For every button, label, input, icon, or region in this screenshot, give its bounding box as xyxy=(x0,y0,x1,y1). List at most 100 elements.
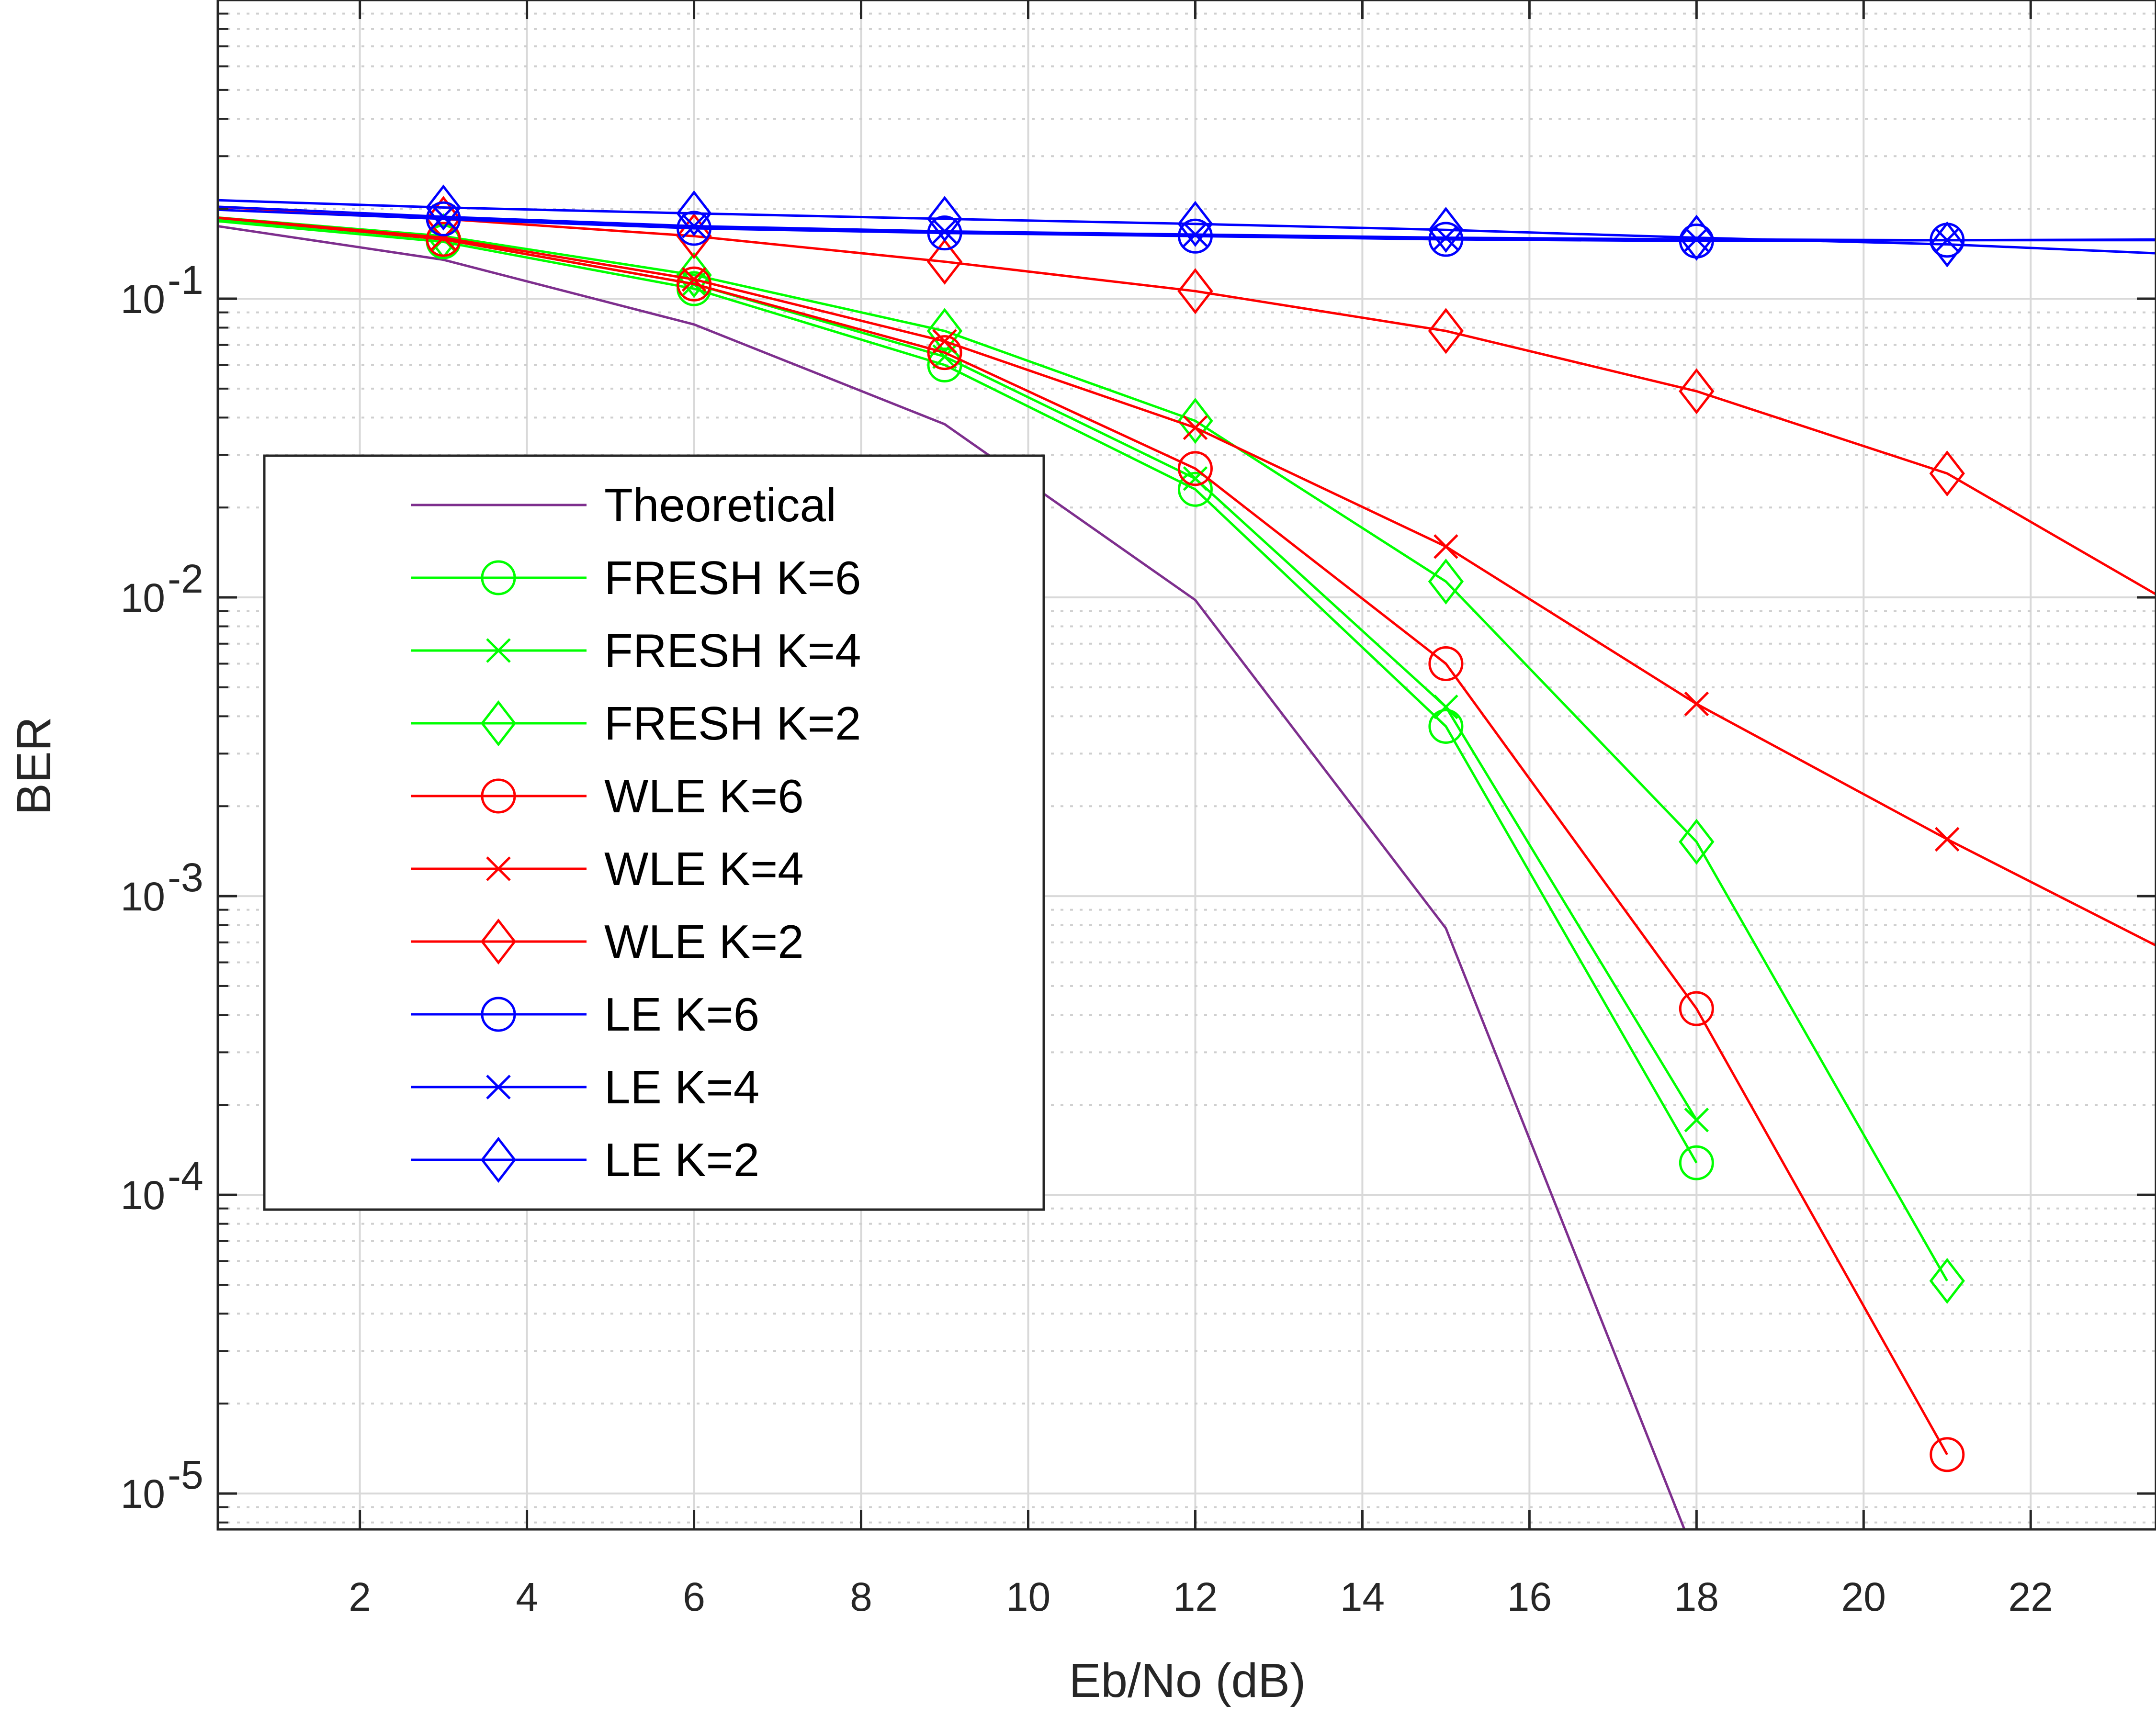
marker-x xyxy=(431,204,456,229)
marker-diamond xyxy=(676,190,712,236)
marker-circle xyxy=(481,778,516,814)
series-le-k-2 xyxy=(218,184,2156,268)
y-tick-label: 10 xyxy=(121,1471,165,1516)
legend-label: LE K=2 xyxy=(604,1133,759,1186)
legend-label: FRESH K=6 xyxy=(604,551,861,604)
marker-x xyxy=(486,638,511,663)
marker-circle xyxy=(426,201,461,236)
marker-circle xyxy=(1428,646,1464,681)
marker-x xyxy=(1183,466,1208,491)
y-tick-exponent: -3 xyxy=(168,855,203,900)
marker-x xyxy=(1684,691,1709,717)
x-tick-label: 10 xyxy=(1006,1574,1050,1619)
marker-x xyxy=(486,856,511,881)
marker-x xyxy=(1935,827,1960,852)
marker-x xyxy=(681,213,707,239)
marker-diamond xyxy=(480,918,517,965)
x-tick-label: 22 xyxy=(2009,1574,2053,1619)
y-tick-exponent: -4 xyxy=(168,1154,203,1199)
marker-circle xyxy=(1428,708,1464,744)
legend-item: LE K=6 xyxy=(411,988,759,1041)
marker-diamond xyxy=(1679,214,1715,261)
marker-x xyxy=(1434,534,1458,559)
marker-circle xyxy=(481,560,516,595)
x-tick-label: 8 xyxy=(850,1574,872,1619)
marker-diamond xyxy=(1679,368,1715,415)
marker-circle xyxy=(1177,471,1213,507)
marker-circle xyxy=(1428,222,1464,257)
marker-diamond xyxy=(1679,819,1715,865)
legend-label: FRESH K=4 xyxy=(604,624,861,677)
legend-item: WLE K=2 xyxy=(411,915,804,968)
marker-circle xyxy=(1177,451,1213,486)
legend-label: LE K=6 xyxy=(604,988,759,1041)
marker-circle xyxy=(927,215,962,251)
y-tick-label: 10 xyxy=(121,277,165,322)
marker-circle xyxy=(481,997,516,1032)
y-tick-label: 10 xyxy=(121,874,165,919)
marker-x xyxy=(1684,1108,1709,1133)
x-tick-label: 2 xyxy=(349,1574,371,1619)
legend-label: Theoretical xyxy=(604,479,836,531)
marker-diamond xyxy=(1177,398,1213,444)
series-wle-k-6 xyxy=(218,216,1965,1472)
y-tick-exponent: -1 xyxy=(168,258,203,303)
series-line xyxy=(218,216,1948,1282)
marker-diamond xyxy=(1929,221,1965,268)
marker-x xyxy=(1434,695,1458,719)
series-line xyxy=(218,216,1948,1456)
legend-item: FRESH K=2 xyxy=(411,697,861,750)
legend-box xyxy=(263,454,1045,1211)
legend-item: LE K=4 xyxy=(411,1061,759,1113)
x-tick-label: 18 xyxy=(1674,1574,1719,1619)
marker-diamond xyxy=(1428,308,1464,354)
x-tick-label: 16 xyxy=(1507,1574,1552,1619)
axes-box xyxy=(216,0,2156,1531)
x-axis-title: Eb/No (dB) xyxy=(1069,1654,1306,1707)
series-layer xyxy=(218,184,2156,1529)
marker-diamond xyxy=(1428,207,1464,253)
marker-circle xyxy=(1930,1437,1965,1472)
y-tick-exponent: -5 xyxy=(168,1452,203,1497)
series-line xyxy=(218,205,2156,596)
series-line xyxy=(218,199,2156,255)
series-line xyxy=(218,224,1686,1529)
marker-x xyxy=(1183,222,1208,247)
marker-diamond xyxy=(1177,201,1213,247)
legend-item: LE K=2 xyxy=(411,1133,759,1186)
legend-label: LE K=4 xyxy=(604,1061,759,1113)
marker-x xyxy=(932,219,957,244)
marker-x xyxy=(486,1075,511,1100)
legend-item: FRESH K=4 xyxy=(411,624,861,677)
y-tick-label: 10 xyxy=(121,575,165,620)
y-tick-exponent: -2 xyxy=(168,556,203,601)
legend-item: FRESH K=6 xyxy=(411,551,861,604)
y-axis-title: BER xyxy=(7,717,61,815)
legend: Theoretical FRESH K=6 FRESH K=4 FRESH K=2 WL… xyxy=(263,454,1045,1211)
legend-label: WLE K=2 xyxy=(604,915,804,968)
marker-diamond xyxy=(1428,558,1464,605)
marker-circle xyxy=(677,211,712,246)
series-wle-k-4 xyxy=(218,216,2156,947)
marker-diamond xyxy=(1929,450,1965,497)
y-tick-label: 10 xyxy=(121,1173,165,1218)
marker-diamond xyxy=(480,1136,517,1183)
marker-diamond xyxy=(425,196,462,242)
marker-diamond xyxy=(425,184,462,231)
x-tick-label: 4 xyxy=(516,1574,538,1619)
legend-item: WLE K=4 xyxy=(411,842,804,895)
marker-diamond xyxy=(425,213,462,259)
marker-x xyxy=(1183,415,1208,440)
marker-circle xyxy=(927,335,962,370)
legend-label: WLE K=6 xyxy=(604,770,804,822)
legend-label: FRESH K=2 xyxy=(604,697,861,750)
marker-diamond xyxy=(926,238,963,285)
legend-item: Theoretical xyxy=(411,479,836,531)
series-theoretical xyxy=(218,224,1686,1529)
marker-diamond xyxy=(1177,268,1213,314)
marker-circle xyxy=(1177,218,1213,254)
legend-label: WLE K=4 xyxy=(604,842,804,895)
marker-diamond xyxy=(1929,1257,1965,1304)
marker-circle xyxy=(1679,1145,1714,1180)
